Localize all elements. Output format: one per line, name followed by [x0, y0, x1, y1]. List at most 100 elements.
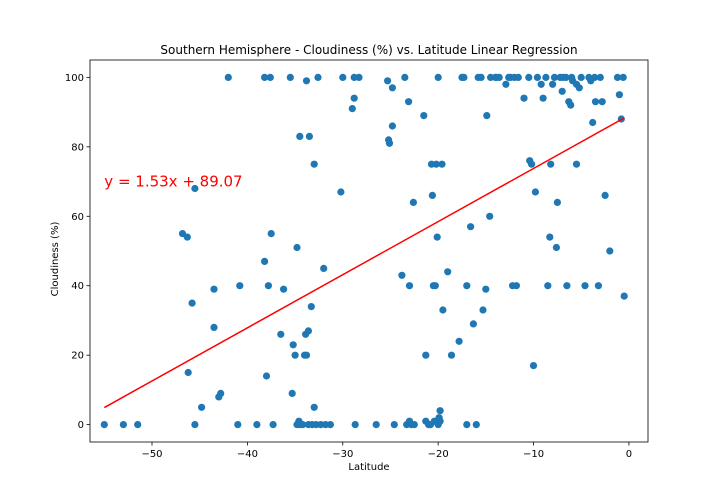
regression-line — [103, 117, 625, 409]
data-point — [351, 421, 359, 429]
data-point — [482, 285, 490, 293]
data-point — [483, 112, 491, 120]
regression-equation: y = 1.53x + 89.07 — [104, 173, 242, 191]
data-point — [558, 87, 566, 95]
data-point — [495, 73, 503, 81]
data-point — [455, 337, 463, 345]
data-point — [613, 73, 622, 81]
chart-title: Southern Hemisphere - Cloudiness (%) vs.… — [160, 43, 577, 57]
data-point — [472, 421, 480, 429]
x-tick-label: −20 — [428, 449, 449, 460]
data-point — [436, 407, 444, 415]
data-point — [552, 243, 561, 252]
data-point — [591, 73, 599, 81]
data-point — [253, 421, 261, 429]
data-point — [224, 73, 232, 81]
y-tick-label: 0 — [78, 420, 84, 431]
data-point — [577, 73, 585, 81]
data-point — [405, 282, 414, 290]
data-point — [615, 91, 624, 99]
y-tick-label: 80 — [71, 142, 84, 153]
data-point — [310, 160, 318, 168]
x-tick-label: −40 — [237, 449, 258, 460]
data-point — [502, 80, 510, 88]
data-point — [262, 372, 271, 380]
data-point — [388, 122, 396, 130]
data-point — [596, 73, 604, 81]
data-point — [234, 421, 242, 429]
data-point — [432, 160, 440, 168]
data-point — [286, 73, 294, 81]
data-point — [539, 94, 547, 102]
y-tick-label: 40 — [71, 281, 84, 292]
data-point — [348, 105, 356, 113]
data-point — [463, 282, 471, 290]
data-point — [320, 264, 328, 272]
data-point — [542, 73, 550, 81]
data-point — [447, 351, 456, 359]
data-point — [188, 299, 196, 307]
data-point — [520, 94, 528, 102]
data-point — [410, 421, 418, 429]
x-tick-label: −30 — [332, 449, 353, 460]
data-point — [293, 243, 301, 252]
data-point — [398, 271, 406, 279]
data-point — [463, 421, 471, 429]
data-point — [210, 323, 218, 331]
data-point — [420, 112, 428, 120]
data-point — [601, 191, 609, 199]
x-tick-label: −10 — [523, 449, 544, 460]
data-point — [438, 160, 446, 168]
y-tick-label: 60 — [71, 212, 84, 223]
data-point — [547, 160, 555, 168]
plot-area: y = 1.53x + 89.07 −50 −40 −30 −20 −10 0 0 20 40 60… — [65, 59, 649, 460]
data-point — [261, 257, 269, 265]
data-point — [339, 73, 347, 81]
data-point — [307, 303, 315, 311]
data-point — [594, 282, 603, 290]
data-point — [531, 188, 540, 196]
data-point — [409, 198, 417, 206]
data-point — [562, 73, 570, 81]
data-point — [191, 421, 199, 429]
data-point — [620, 292, 628, 300]
data-point — [428, 191, 436, 199]
data-point — [486, 212, 494, 220]
data-point — [422, 351, 430, 359]
data-point — [267, 230, 275, 238]
data-point — [310, 403, 318, 411]
data-point — [553, 198, 562, 206]
data-point — [434, 73, 442, 81]
data-point — [467, 223, 475, 231]
data-point — [477, 73, 485, 81]
data-point — [385, 139, 394, 147]
data-point — [305, 132, 313, 140]
data-point — [217, 389, 225, 397]
data-point — [469, 320, 477, 328]
axes-frame — [89, 59, 649, 443]
data-point — [544, 282, 552, 290]
data-point — [264, 282, 272, 290]
data-point — [550, 73, 559, 81]
y-tick-label: 20 — [71, 351, 84, 362]
data-point — [431, 282, 439, 290]
x-tick-label: 0 — [626, 449, 632, 460]
data-point — [261, 73, 269, 81]
x-axis-label: Latitude — [348, 462, 389, 473]
data-point — [549, 80, 557, 88]
data-point — [236, 282, 244, 290]
data-point — [388, 84, 396, 92]
data-point — [563, 282, 571, 290]
data-point — [546, 233, 554, 241]
data-point — [444, 268, 452, 276]
data-point — [326, 421, 334, 429]
y-axis-label: Cloudiness (%) — [50, 222, 61, 297]
data-point — [460, 73, 468, 81]
data-point — [191, 184, 199, 193]
data-point — [529, 362, 538, 370]
data-point — [291, 351, 299, 359]
data-point — [572, 160, 581, 168]
data-point — [567, 101, 575, 109]
